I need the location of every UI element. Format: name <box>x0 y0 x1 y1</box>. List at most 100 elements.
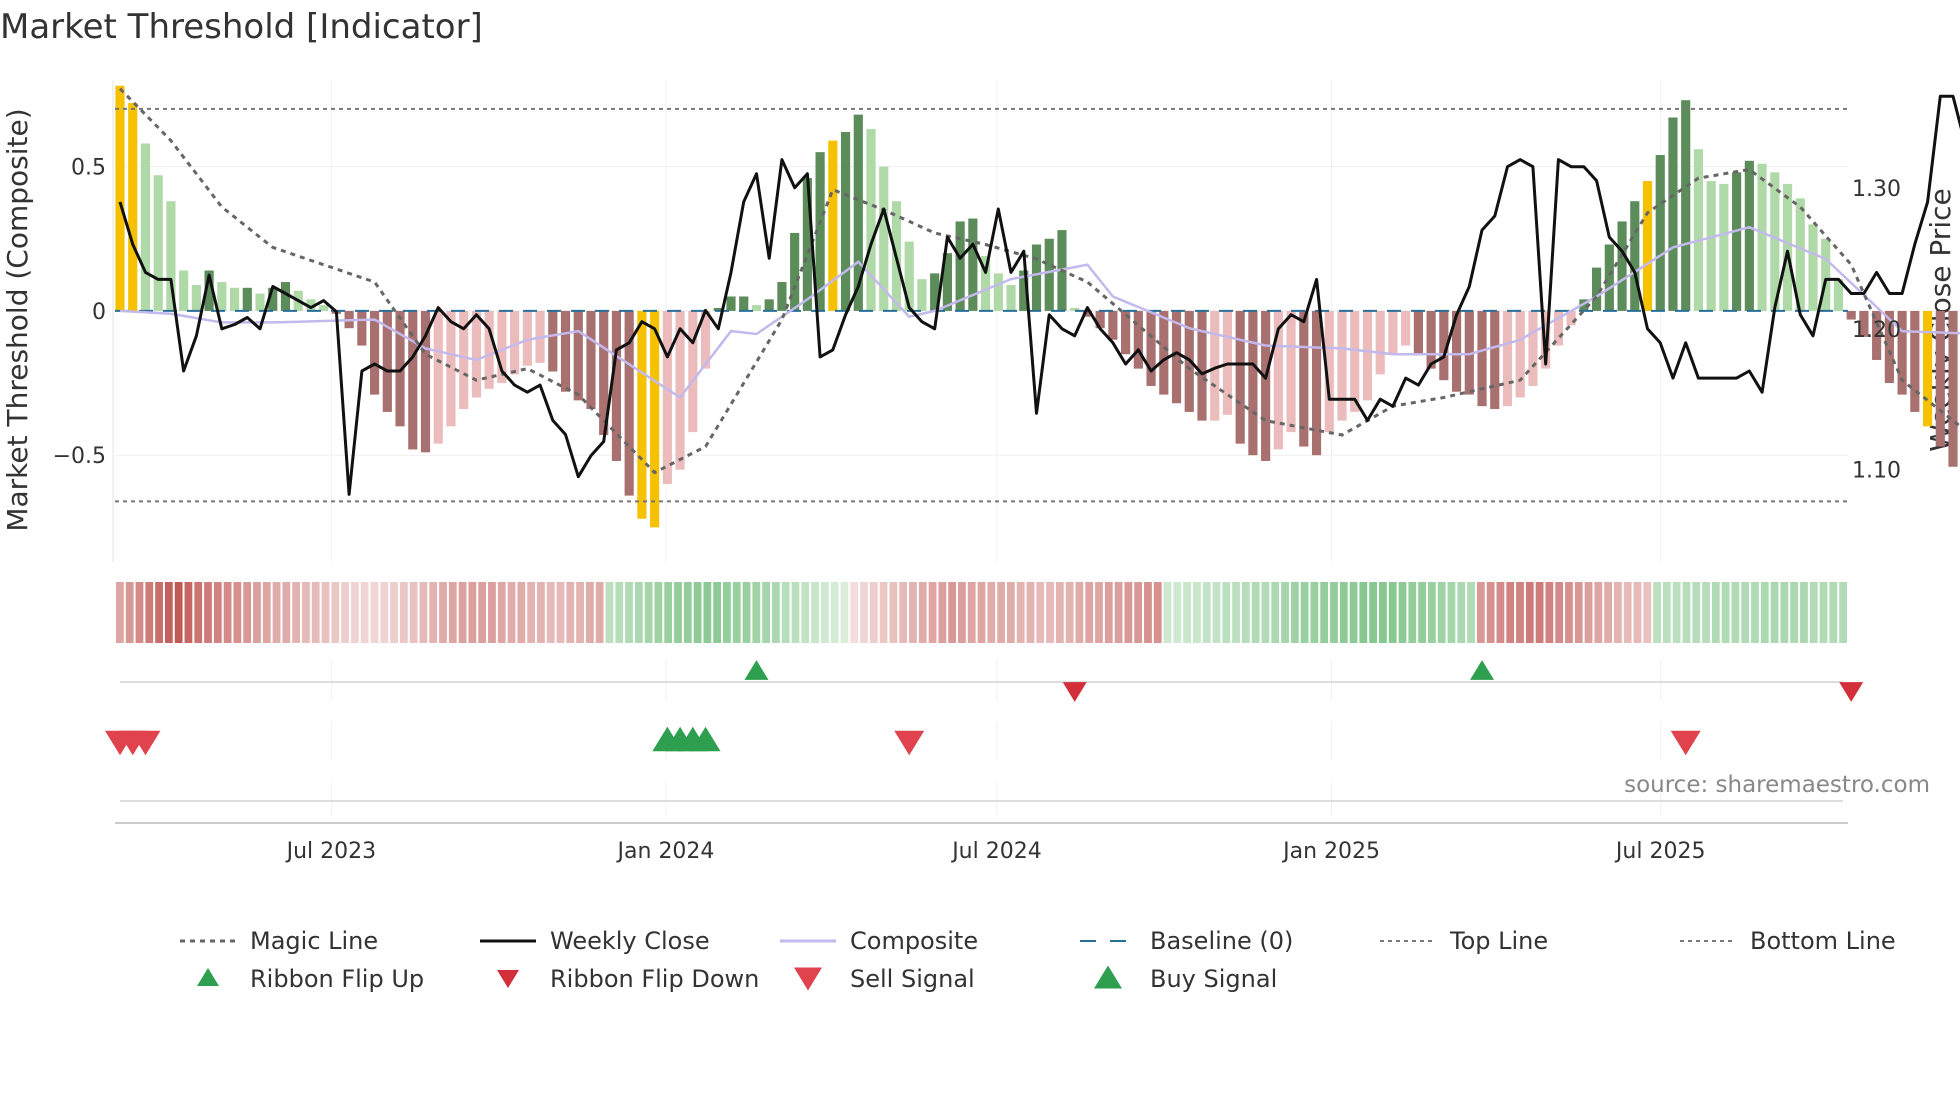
ribbon-segment <box>1760 582 1769 643</box>
composite-line <box>119 225 1960 400</box>
ribbon-segment <box>341 582 349 643</box>
ribbon-segment <box>1330 582 1338 643</box>
composite-bar <box>968 218 978 311</box>
composite-bar <box>739 296 749 311</box>
ribbon-segment <box>1388 582 1397 643</box>
ribbon-segment <box>1711 582 1720 643</box>
ribbon-segment <box>1183 582 1192 643</box>
ribbon-segment <box>1144 582 1152 643</box>
composite-bar <box>242 287 252 311</box>
composite-bar <box>1146 310 1156 386</box>
composite-bar <box>790 232 800 311</box>
ribbon-segment <box>1545 582 1554 643</box>
ribbon-segment <box>1095 582 1103 643</box>
ribbon-segment <box>1114 582 1123 643</box>
composite-bar <box>1006 284 1016 311</box>
ribbon-segment <box>1604 582 1613 643</box>
ribbon-segment <box>1672 582 1681 643</box>
composite-bar <box>688 310 698 433</box>
ribbon-segment <box>1281 582 1289 643</box>
legend-swatch <box>1094 965 1122 989</box>
composite-bar <box>1210 310 1220 421</box>
composite-bar <box>1782 183 1793 311</box>
ribbon-flip-down-marker <box>1839 682 1864 702</box>
ribbon-segment <box>713 582 722 643</box>
composite-bar <box>268 287 278 311</box>
ribbon-segment <box>1241 582 1250 643</box>
legend-label: Bottom Line <box>1750 927 1896 955</box>
ribbon-segment <box>282 582 291 643</box>
ribbon-segment <box>184 582 193 643</box>
composite-bar <box>471 310 482 398</box>
composite-bar <box>1388 310 1398 355</box>
ribbon-segment <box>145 582 154 643</box>
composite-bar <box>802 178 812 311</box>
composite-bar <box>1553 310 1563 346</box>
ribbon-segment <box>1408 582 1417 643</box>
ribbon-segment <box>1046 582 1054 643</box>
composite-bar <box>840 131 851 311</box>
ribbon-segment <box>478 582 487 643</box>
ribbon-segment <box>125 582 134 643</box>
composite-bar <box>624 310 634 496</box>
ribbon-segment <box>1839 582 1847 643</box>
ribbon-segment <box>1809 582 1818 643</box>
composite-bar <box>1337 310 1347 421</box>
ribbon-segment <box>1320 582 1329 643</box>
legend-label: Magic Line <box>250 927 378 955</box>
ribbon-segment <box>1222 582 1231 643</box>
composite-bar <box>1311 310 1322 456</box>
legend-label: Ribbon Flip Up <box>250 965 424 993</box>
composite-bar <box>204 270 214 311</box>
ribbon-segment <box>1565 582 1573 643</box>
ribbon-segment <box>1026 582 1035 643</box>
legend-swatch <box>497 969 519 989</box>
ribbon-segment <box>1065 582 1074 643</box>
ribbon-segment <box>1653 582 1661 643</box>
x-tick-label: Jul 2023 <box>285 839 377 864</box>
composite-bar <box>1133 310 1143 369</box>
ribbon-segment <box>419 582 428 643</box>
ribbon-segment <box>507 582 516 643</box>
composite-bar <box>1859 310 1869 337</box>
y-axis-label-left: Market Threshold (Composite) <box>1 108 34 531</box>
composite-bar <box>229 287 240 311</box>
ribbon-segment <box>302 582 310 643</box>
legend-label: Sell Signal <box>850 965 975 993</box>
ribbon-segment <box>1506 582 1515 643</box>
y-tick-right: 1.20 <box>1852 318 1901 343</box>
ribbon-segment <box>948 582 957 643</box>
composite-bar <box>1350 310 1360 412</box>
ribbon-segment <box>1692 582 1701 643</box>
ribbon-segment <box>1173 582 1182 643</box>
ribbon-segment <box>135 582 144 643</box>
ribbon-segment <box>958 582 966 643</box>
composite-bar <box>1897 310 1907 395</box>
ribbon-segment <box>1134 582 1143 643</box>
ribbon-segment <box>860 582 868 643</box>
composite-bar <box>1630 201 1640 311</box>
ribbon-segment <box>243 582 252 643</box>
ribbon-segment <box>1780 582 1789 643</box>
legend-item: Magic Line <box>180 927 378 955</box>
ribbon-segment <box>1682 582 1691 643</box>
composite-bar <box>217 282 227 311</box>
ribbon-segment <box>1006 582 1015 643</box>
composite-bar <box>1922 310 1933 427</box>
composite-bar <box>1884 310 1894 384</box>
composite-bar <box>930 273 940 311</box>
legend-item: Weekly Close <box>480 927 710 955</box>
composite-bar <box>408 310 418 450</box>
ribbon-segment <box>556 582 565 643</box>
ribbon-segment <box>194 582 203 643</box>
composite-bar <box>140 143 151 311</box>
ribbon-segment <box>1594 582 1603 643</box>
composite-bar <box>548 310 558 372</box>
ribbon-segment <box>1055 582 1064 643</box>
ribbon-segment <box>517 582 526 643</box>
composite-bar <box>1095 310 1105 329</box>
composite-bar <box>1719 183 1729 311</box>
ribbon-segment <box>1819 582 1828 643</box>
ribbon-segment <box>909 582 917 643</box>
ribbon-segment <box>820 582 829 643</box>
